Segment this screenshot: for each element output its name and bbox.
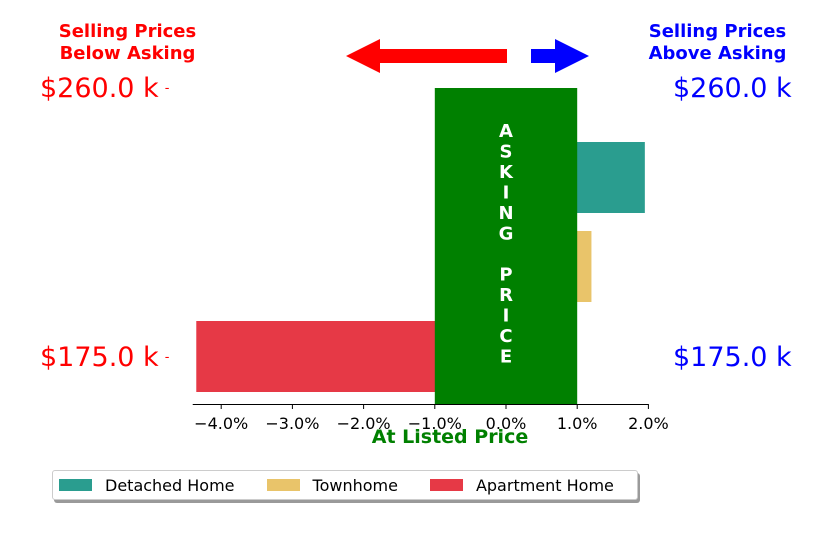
band-letter: E xyxy=(500,347,512,368)
price-left-top-text: $260.0 k xyxy=(40,73,159,104)
band-letter: P xyxy=(499,265,512,286)
price-left-bottom-text: $175.0 k xyxy=(40,342,159,373)
price-label-left-top: $260.0 k- xyxy=(40,73,170,104)
x-tick-label: 2.0% xyxy=(628,414,669,433)
x-axis-label: At Listed Price xyxy=(371,426,529,448)
left-header-line1: Selling Prices xyxy=(58,21,197,42)
price-right-top-text: $260.0 k xyxy=(673,73,792,104)
legend-label-apartment: Apartment Home xyxy=(475,475,614,495)
band-letter: R xyxy=(499,285,513,306)
price-right-bottom-text: $175.0 k xyxy=(673,342,792,373)
band-letter: A xyxy=(499,121,513,142)
legend-item-apartment: Apartment Home xyxy=(429,475,614,495)
legend: Detached Home Townhome Apartment Home xyxy=(52,470,638,500)
arrows xyxy=(346,39,589,73)
price-label-right-top: $260.0 k xyxy=(673,73,792,105)
left-header: Selling Prices Below Asking xyxy=(40,21,215,65)
right-header: Selling Prices Above Asking xyxy=(630,21,805,65)
band-letter: K xyxy=(499,162,514,183)
price-label-left-bottom: $175.0 k- xyxy=(40,342,170,373)
legend-swatch-townhome xyxy=(266,479,300,491)
band-letter: C xyxy=(499,326,512,347)
band-letter: I xyxy=(503,183,510,204)
legend-label-detached: Detached Home xyxy=(105,475,235,495)
x-tick-label: −2.0% xyxy=(337,414,391,433)
asking-price-band xyxy=(434,88,578,404)
x-tick-label: 1.0% xyxy=(557,414,598,433)
legend-item-townhome: Townhome xyxy=(266,475,398,495)
x-tick-label: −3.0% xyxy=(265,414,319,433)
legend-swatch-detached xyxy=(59,479,92,491)
right-arrow-icon xyxy=(531,39,589,73)
band-letter: S xyxy=(500,142,513,163)
price-label-right-bottom: $175.0 k xyxy=(673,342,792,374)
band-letter: N xyxy=(498,203,513,224)
legend-label-townhome: Townhome xyxy=(312,475,398,495)
x-tick-label: 0.0% xyxy=(486,414,527,433)
right-header-line1: Selling Prices xyxy=(648,21,787,42)
band-letter: G xyxy=(499,224,514,245)
legend-swatch-apartment xyxy=(429,479,463,491)
band-letter: I xyxy=(503,306,510,327)
x-tick-label: −4.0% xyxy=(194,414,248,433)
left-header-line2: Below Asking xyxy=(59,43,196,64)
left-arrow-icon xyxy=(346,39,507,73)
x-tick-label: −1.0% xyxy=(408,414,462,433)
right-header-line2: Above Asking xyxy=(648,43,787,64)
legend-item-detached: Detached Home xyxy=(59,476,235,495)
